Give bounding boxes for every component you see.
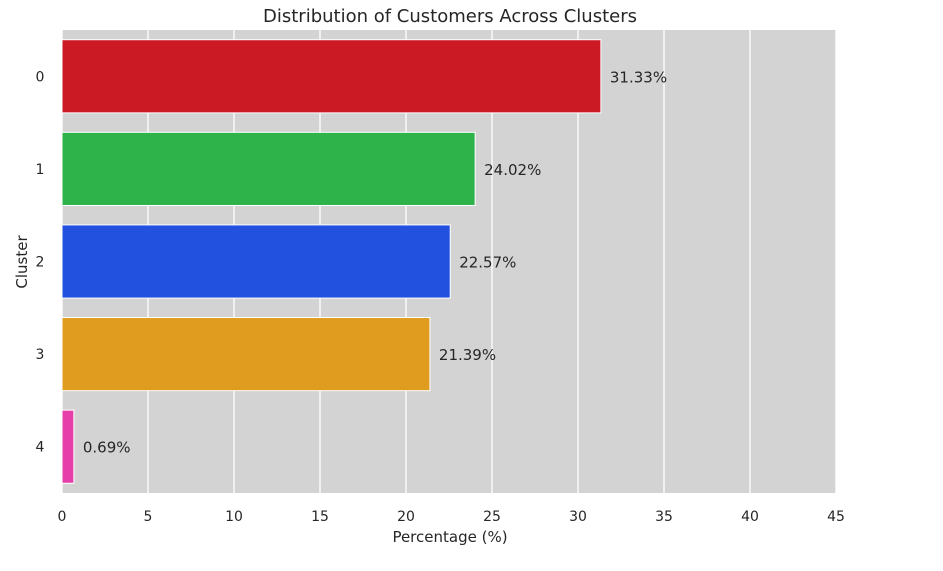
bar-value-label: 31.33% [610,68,667,86]
y-axis-label: Cluster [13,235,31,289]
bar-cluster-1 [61,131,476,206]
x-tick-label: 10 [225,509,243,525]
x-axis-label: Percentage (%) [392,528,507,546]
y-axis-ticks: 0 1 2 3 4 [36,69,45,455]
x-tick-label: 5 [144,509,153,525]
x-tick-label: 30 [569,509,587,525]
y-tick-label: 3 [36,347,45,363]
bar-value-label: 0.69% [83,439,131,457]
x-axis-ticks: 0 5 10 15 20 25 30 35 40 45 [58,509,845,525]
bar-cluster-0 [61,39,602,114]
x-tick-label: 0 [58,509,67,525]
chart-title: Distribution of Customers Across Cluster… [263,6,637,27]
x-tick-label: 25 [483,509,501,525]
y-tick-label: 1 [36,162,45,178]
y-tick-label: 4 [36,440,45,456]
bar-value-label: 24.02% [484,161,541,179]
bar-value-labels: 31.33% 24.02% 22.57% 21.39% 0.69% [83,68,667,456]
x-tick-label: 40 [741,509,759,525]
bar-value-label: 22.57% [459,254,516,272]
bar-cluster-3 [61,317,431,392]
bar-cluster-2 [61,224,451,299]
x-tick-label: 15 [311,509,329,525]
x-tick-label: 35 [655,509,673,525]
y-tick-label: 0 [36,69,45,85]
bar-cluster-4 [61,409,75,484]
x-tick-label: 20 [397,509,415,525]
x-tick-label: 45 [827,509,845,525]
bar-value-label: 21.39% [439,346,496,364]
y-tick-label: 2 [36,255,45,271]
bars [61,39,602,484]
